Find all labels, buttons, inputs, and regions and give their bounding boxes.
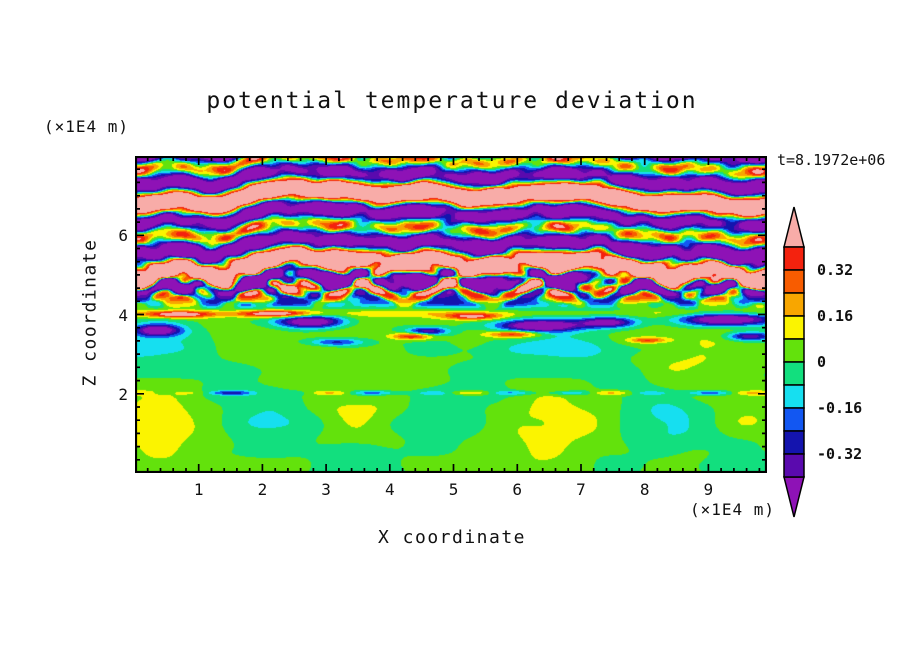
colorbar-segment [783,407,805,432]
colorbar-segment [783,384,805,409]
x-tick-label: 6 [512,480,523,499]
plot-axes-frame [135,156,767,473]
x-axis-title: X coordinate [377,527,527,548]
axis-ticks [135,156,767,473]
colorbar-segment [783,315,805,340]
z-axis-title: Z coordinate [79,238,101,387]
x-axis-unit-label: (×1E4 m) [689,500,775,519]
x-tick-label: 1 [193,480,204,499]
colorbar-tick-label: -0.32 [817,445,862,463]
z-tick-label: 4 [118,305,128,325]
colorbar-top-arrow [783,206,805,248]
colorbar-segment [783,338,805,363]
colorbar-tick-label: 0.32 [817,261,853,279]
colorbar-segment [783,292,805,317]
x-tick-label: 5 [448,480,459,499]
colorbar-tick-label: -0.16 [817,399,862,417]
colorbar-segment [783,430,805,455]
x-tick-label: 2 [257,480,268,499]
contour-field [135,156,767,473]
colorbar-tick-label: 0 [817,353,826,371]
plot-border [135,156,767,473]
x-tick-label: 3 [321,480,331,499]
colorbar-tick-label: 0.16 [817,307,853,325]
x-tick-label: 9 [703,480,714,499]
x-tick-label: 7 [576,480,586,499]
colorbar-segment [783,269,805,294]
time-annotation: t=8.1972e+06 [777,151,886,169]
z-axis-unit-label: (×1E4 m) [44,117,130,136]
x-tick-label: 4 [385,480,395,499]
colorbar-bottom-arrow [783,476,805,518]
chart-title: potential temperature deviation [206,88,698,114]
z-tick-label: 2 [118,384,128,404]
colorbar-segment [783,246,805,271]
colorbar-segment [783,361,805,386]
z-tick-label: 6 [118,226,128,246]
colorbar-segment [783,453,805,478]
colorbar: 0.32 0.16 0 -0.16 -0.32 [783,206,862,518]
x-tick-label: 8 [639,480,650,499]
